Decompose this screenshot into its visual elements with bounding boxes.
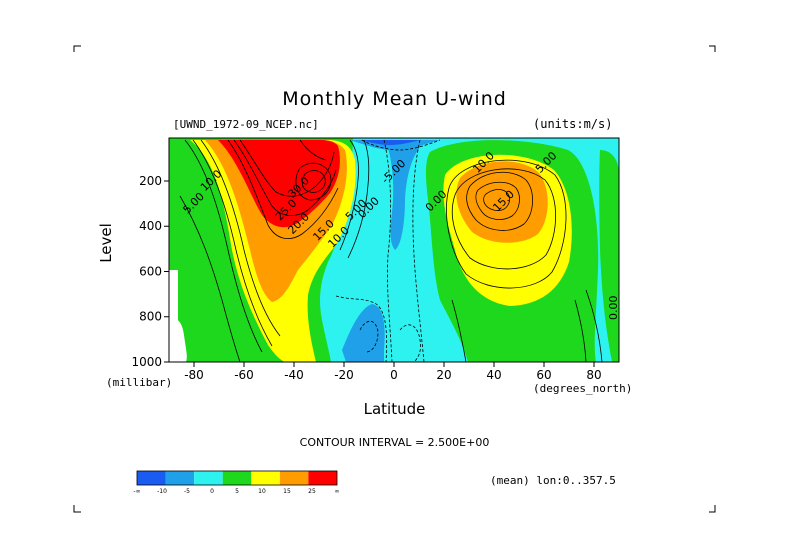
x-tick-label: 80 — [586, 368, 601, 382]
colorbar-border — [136, 470, 338, 486]
colorbar: -∞ -10 -5 0 5 10 15 25 ∞ — [133, 470, 340, 495]
x-tick-label: -60 — [234, 368, 254, 382]
chart-title: Monthly Mean U-wind — [282, 88, 507, 110]
colorbar-swatch — [165, 471, 195, 485]
y-axis: 200 400 600 800 1000 — [131, 174, 169, 369]
x-tick-label: -20 — [334, 368, 354, 382]
colorbar-swatch — [308, 471, 337, 485]
dataset-label: [UWND_1972-09_NCEP.nc] — [173, 118, 319, 131]
y-tick-label: 600 — [139, 264, 162, 278]
colorbar-tick-label: 25 — [308, 488, 316, 495]
contour-value-label: 0.00 — [607, 295, 620, 320]
y-tick-label: 400 — [139, 219, 162, 233]
colorbar-tick-label: 0 — [210, 488, 214, 495]
units-label: (units:m/s) — [533, 117, 613, 131]
y-tick-label: 1000 — [131, 355, 162, 369]
x-tick-label: -80 — [184, 368, 204, 382]
colorbar-swatch — [279, 471, 309, 485]
x-tick-label: 60 — [536, 368, 551, 382]
negative-contours — [335, 139, 441, 362]
contour-lines — [179, 139, 603, 362]
colorbar-swatch — [251, 471, 280, 485]
x-axis-unit: (degrees_north) — [533, 382, 633, 395]
colorbar-tick-label: -∞ — [133, 488, 140, 495]
contour-interval-label: CONTOUR INTERVAL = 2.500E+00 — [299, 436, 490, 449]
colorbar-swatch — [194, 471, 223, 485]
colorbar-tick-label: -5 — [184, 488, 190, 495]
y-axis-title: Level — [96, 223, 115, 263]
y-tick-label: 200 — [139, 174, 162, 188]
x-tick-label: -40 — [284, 368, 304, 382]
y-axis-unit: (millibar) — [106, 376, 173, 389]
mean-info-label: (mean) lon:0..357.5 — [490, 474, 616, 487]
colorbar-swatch — [137, 471, 166, 485]
x-tick-label: 40 — [486, 368, 501, 382]
colorbar-swatch — [222, 471, 252, 485]
colorbar-tick-label: ∞ — [335, 488, 340, 495]
x-tick-label: 20 — [436, 368, 451, 382]
y-tick-label: 800 — [139, 310, 162, 324]
colorbar-tick-label: 15 — [283, 488, 291, 495]
colorbar-tick-label: 10 — [258, 488, 266, 495]
x-axis: -80 -60 -40 -20 0 20 40 60 80 — [184, 362, 602, 382]
colorbar-tick-label: 5 — [235, 488, 239, 495]
contour-fills — [169, 138, 619, 362]
colorbar-tick-label: -10 — [157, 488, 167, 495]
x-axis-title: Latitude — [363, 400, 426, 418]
x-tick-label: 0 — [390, 368, 398, 382]
